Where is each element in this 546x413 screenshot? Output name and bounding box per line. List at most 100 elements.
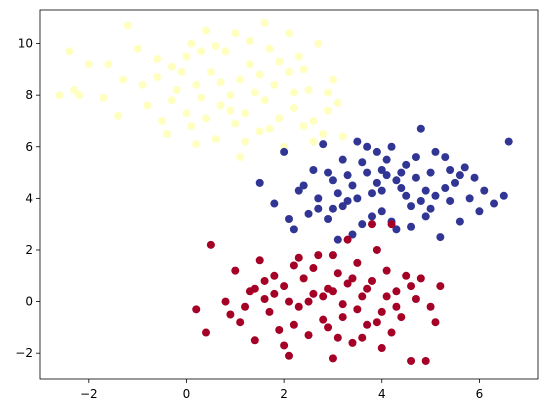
scatter-point [377,307,386,316]
scatter-point [202,26,210,35]
scatter-point [84,60,93,69]
scatter-point [382,292,391,301]
scatter-point [182,109,191,118]
scatter-point [216,101,225,110]
scatter-point [197,47,206,56]
scatter-point [299,181,308,190]
scatter-point [368,220,376,229]
scatter-point [397,184,406,193]
scatter-point [187,122,196,131]
scatter-point [275,114,284,123]
scatter-point [436,233,445,242]
scatter-point [475,207,484,216]
scatter-point [387,328,396,337]
scatter-point [260,276,269,285]
scatter-point [377,165,386,174]
x-tick-label: −2 [80,387,98,401]
scatter-point [236,153,245,162]
scatter-point [309,116,318,125]
scatter-point [202,114,210,123]
y-tick-label: 10 [18,37,33,51]
scatter-point [314,39,323,48]
scatter-point [55,91,64,100]
scatter-point [382,155,391,164]
scatter-point [216,78,225,87]
scatter-point [158,116,167,125]
scatter-point [304,297,313,306]
scatter-point [426,302,435,311]
scatter-point [309,165,318,174]
scatter-point [265,124,274,133]
scatter-point [275,57,284,66]
scatter-point [402,160,411,169]
scatter-point [133,44,142,53]
scatter-point [451,178,459,187]
scatter-point [255,178,264,187]
scatter-point [167,96,176,105]
scatter-point [285,29,293,38]
scatter-point [338,313,347,322]
scatter-point [446,165,455,174]
scatter-point [285,67,293,76]
scatter-point [411,295,420,304]
scatter-point [289,225,298,234]
scatter-point [314,194,323,203]
scatter-point [260,18,269,27]
scatter-point [328,176,337,185]
scatter-point [245,36,254,45]
scatter-point [275,325,284,334]
scatter-point [402,191,411,200]
scatter-point [377,207,386,216]
scatter-point [270,80,279,89]
scatter-point [241,137,250,146]
scatter-point [319,315,328,324]
scatter-point [411,173,420,182]
scatter-point [211,42,220,51]
scatter-point [441,153,450,162]
scatter-point [368,276,376,285]
scatter-point [75,91,84,100]
scatter-point [407,282,416,291]
scatter-point [299,122,308,131]
scatter-point [348,181,357,190]
scatter-point [338,202,347,211]
scatter-point [265,44,274,53]
scatter-point [231,266,240,275]
scatter-point [99,93,108,102]
scatter-point [319,129,328,138]
scatter-point [353,305,362,314]
scatter-point [299,65,308,74]
scatter-point [324,106,333,115]
scatter-point [333,98,342,107]
scatter-point [333,189,342,198]
scatter-point [265,307,274,316]
scatter-point [280,282,289,291]
scatter-point [314,251,323,260]
scatter-point [304,209,313,218]
scatter-point [338,132,347,141]
scatter-point [270,199,279,208]
scatter-point [324,168,333,177]
scatter-point [255,256,264,265]
scatter-point [397,168,406,177]
scatter-point [372,178,381,187]
scatter-point [392,302,401,311]
scatter-point [167,62,176,71]
scatter-point [123,21,132,30]
scatter-point [250,88,259,97]
scatter-point [255,70,264,79]
scatter-point [289,320,298,329]
scatter-point [353,194,362,203]
scatter-point [206,240,215,249]
scatter-point [314,204,323,213]
scatter-point [289,261,298,270]
scatter-point [260,295,269,304]
scatter-point [192,305,201,314]
scatter-point [285,351,293,360]
scatter-point [333,269,342,278]
scatter-point [197,93,206,102]
scatter-point [416,274,425,283]
scatter-point [328,251,337,260]
scatter-point [324,323,333,332]
scatter-point [299,274,308,283]
